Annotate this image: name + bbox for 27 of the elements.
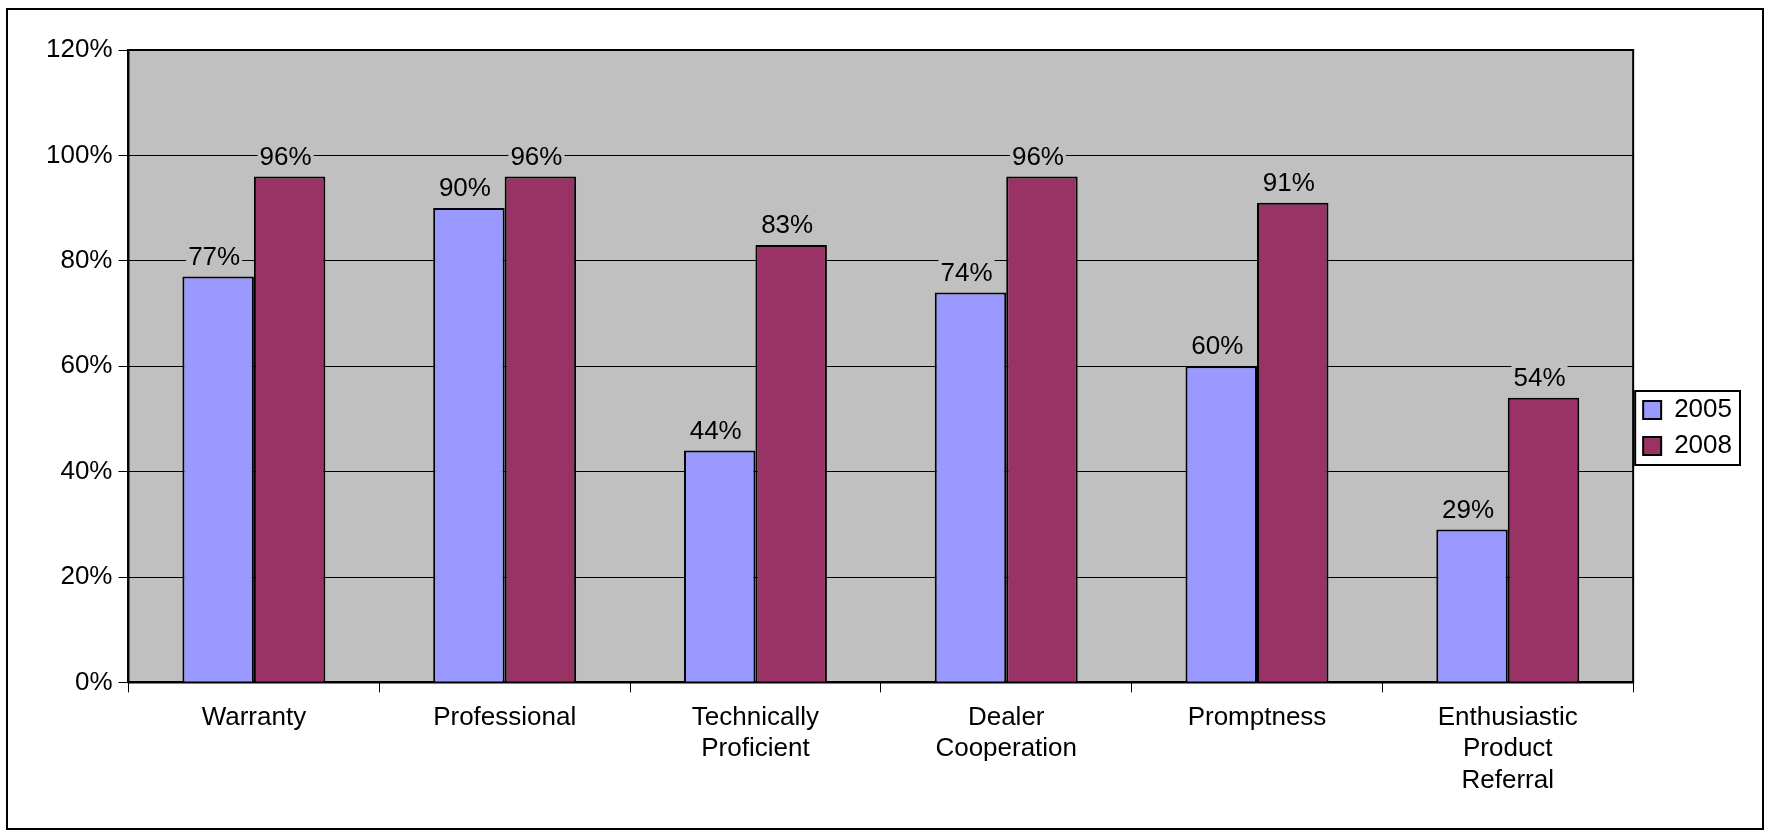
text: 74% — [940, 256, 993, 287]
x-tick-label: Technically Proficient — [691, 701, 820, 763]
text: 96% — [259, 140, 312, 171]
y-tick-label: 100% — [46, 138, 113, 169]
x-tick-label: Warranty — [201, 701, 307, 732]
text: 91% — [1262, 167, 1315, 197]
legend-label: 2008 — [1674, 429, 1732, 460]
text: 96% — [510, 140, 563, 171]
x-tick-label: Promptness — [1187, 701, 1327, 732]
text: 54% — [1513, 361, 1566, 392]
y-tick-label: 120% — [46, 33, 113, 64]
y-tick-label: 60% — [60, 349, 113, 380]
y-tick-label: 40% — [60, 454, 113, 485]
y-tick-label: 80% — [60, 243, 113, 274]
x-tick-label: Dealer Cooperation — [935, 701, 1078, 763]
text: 29% — [1442, 493, 1495, 524]
x-tick-label: Professional — [433, 701, 577, 732]
text: 44% — [689, 414, 742, 445]
x-tick-label: Enthusiastic Product Referral — [1437, 701, 1578, 794]
legend-label: 2005 — [1674, 393, 1732, 424]
text: 60% — [1191, 330, 1244, 361]
text: 90% — [438, 172, 491, 203]
y-tick-label: 20% — [60, 560, 113, 591]
text: 96% — [1011, 140, 1064, 171]
y-tick-label: 0% — [74, 665, 113, 696]
text: 77% — [188, 240, 241, 271]
text: 83% — [761, 209, 814, 240]
